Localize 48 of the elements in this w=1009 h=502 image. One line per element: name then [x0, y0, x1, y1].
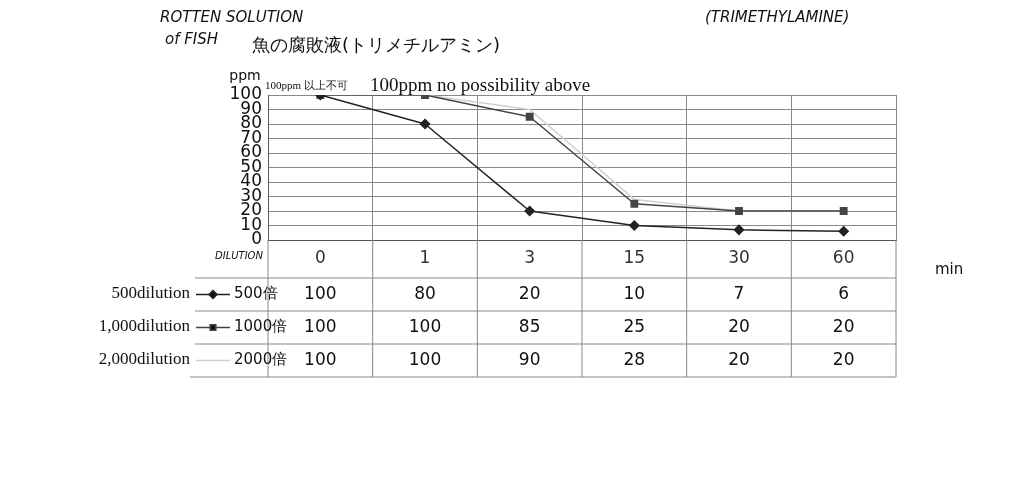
text: 1,000dilution: [98, 316, 191, 336]
point: [630, 199, 639, 208]
data-label: 20: [728, 348, 750, 369]
point: [525, 112, 534, 121]
text: ROTTEN SOLUTION: [160, 7, 304, 26]
data-label: 20: [728, 315, 750, 336]
x-tick-label: 0: [314, 246, 326, 267]
data-label: 7: [733, 282, 745, 303]
text: 500dilution: [111, 283, 191, 303]
point: [524, 205, 535, 217]
y-axis-title: ppm: [229, 66, 261, 83]
data-label: 100: [408, 348, 442, 369]
point: [735, 207, 743, 215]
x-tick-label: 30: [728, 246, 750, 267]
legend-label: 1000倍: [234, 317, 288, 336]
data-label: 28: [623, 348, 646, 369]
data-label: 100: [304, 315, 337, 336]
text: (TRIMETHYLAMINE): [705, 7, 850, 26]
data-label: 80: [414, 282, 436, 303]
point: [839, 207, 848, 215]
point: [838, 226, 849, 237]
data-label: 20: [832, 348, 855, 369]
data-label: 25: [623, 315, 646, 336]
data-label: 20: [832, 315, 855, 336]
data-label: 6: [838, 282, 850, 303]
data-label: 20: [518, 282, 541, 303]
x-tick-label: 15: [623, 246, 646, 267]
x-tick-label: 60: [832, 246, 855, 267]
x-tick-label: 3: [524, 246, 536, 267]
chart-title: 魚の腐敗液(トリメチルアミン): [252, 33, 501, 55]
x-tick-label: 1: [419, 246, 431, 267]
data-label: 10: [623, 282, 646, 303]
text: of FISH: [165, 29, 219, 48]
data-label: 90: [518, 348, 541, 369]
point: [733, 224, 745, 236]
data-label: 85: [518, 315, 541, 336]
legend-title: DILUTION: [215, 249, 264, 261]
x-axis-title: min: [935, 259, 964, 278]
data-label: 100: [304, 348, 337, 369]
legend-label: 2000倍: [234, 350, 288, 369]
data-label: 100: [304, 282, 337, 303]
text: 100ppm 以上不可: [265, 78, 348, 91]
text: 2,000dilution: [98, 349, 191, 369]
data-label: 100: [408, 315, 442, 336]
point: [419, 118, 431, 130]
text: 100ppm no possibility above: [370, 73, 591, 95]
legend-label: 500倍: [234, 284, 278, 303]
point: [629, 220, 640, 231]
